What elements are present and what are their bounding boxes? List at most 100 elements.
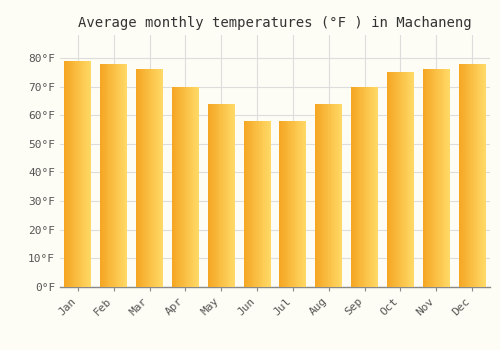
Bar xyxy=(284,121,285,287)
Bar xyxy=(424,69,426,287)
Bar xyxy=(458,64,460,287)
Bar xyxy=(136,69,137,287)
Bar xyxy=(116,64,117,287)
Bar xyxy=(326,104,327,287)
Bar xyxy=(484,64,486,287)
Bar xyxy=(377,86,378,287)
Bar xyxy=(473,64,474,287)
Bar xyxy=(258,121,259,287)
Bar xyxy=(86,61,87,287)
Bar xyxy=(70,61,71,287)
Bar xyxy=(465,64,466,287)
Bar xyxy=(87,61,88,287)
Bar xyxy=(157,69,158,287)
Bar xyxy=(174,86,176,287)
Bar xyxy=(153,69,154,287)
Bar xyxy=(158,69,160,287)
Bar xyxy=(370,86,371,287)
Bar xyxy=(216,104,217,287)
Bar xyxy=(82,61,84,287)
Bar xyxy=(121,64,122,287)
Bar xyxy=(256,121,257,287)
Bar xyxy=(302,121,303,287)
Bar xyxy=(412,72,413,287)
Bar xyxy=(72,61,74,287)
Bar xyxy=(110,64,111,287)
Bar xyxy=(481,64,482,287)
Bar xyxy=(191,86,192,287)
Bar xyxy=(252,121,254,287)
Bar xyxy=(429,69,430,287)
Bar xyxy=(361,86,362,287)
Bar xyxy=(106,64,108,287)
Bar xyxy=(371,86,372,287)
Bar xyxy=(196,86,197,287)
Bar xyxy=(442,69,444,287)
Bar xyxy=(192,86,194,287)
Bar xyxy=(446,69,447,287)
Bar xyxy=(335,104,336,287)
Bar xyxy=(178,86,179,287)
Bar xyxy=(388,72,389,287)
Bar xyxy=(482,64,483,287)
Bar xyxy=(338,104,340,287)
Bar xyxy=(387,72,388,287)
Bar xyxy=(468,64,469,287)
Bar xyxy=(293,121,294,287)
Bar xyxy=(266,121,267,287)
Bar xyxy=(250,121,251,287)
Bar xyxy=(150,69,152,287)
Bar xyxy=(189,86,190,287)
Bar xyxy=(197,86,198,287)
Bar xyxy=(182,86,184,287)
Bar xyxy=(330,104,332,287)
Bar xyxy=(320,104,322,287)
Bar xyxy=(259,121,260,287)
Bar xyxy=(480,64,481,287)
Bar xyxy=(359,86,360,287)
Bar xyxy=(84,61,85,287)
Bar xyxy=(408,72,410,287)
Bar xyxy=(404,72,405,287)
Bar xyxy=(113,64,114,287)
Bar xyxy=(267,121,268,287)
Bar xyxy=(352,86,353,287)
Bar xyxy=(376,86,377,287)
Bar xyxy=(260,121,262,287)
Bar xyxy=(79,61,80,287)
Bar xyxy=(300,121,301,287)
Bar xyxy=(172,86,173,287)
Bar xyxy=(217,104,218,287)
Bar xyxy=(432,69,434,287)
Bar xyxy=(329,104,330,287)
Bar xyxy=(372,86,374,287)
Bar xyxy=(213,104,214,287)
Bar xyxy=(181,86,182,287)
Bar xyxy=(410,72,411,287)
Bar xyxy=(438,69,439,287)
Bar xyxy=(464,64,465,287)
Bar xyxy=(444,69,445,287)
Bar xyxy=(160,69,161,287)
Bar xyxy=(299,121,300,287)
Bar xyxy=(228,104,230,287)
Bar xyxy=(405,72,406,287)
Bar xyxy=(364,86,366,287)
Bar xyxy=(75,61,76,287)
Bar xyxy=(363,86,364,287)
Bar xyxy=(294,121,296,287)
Bar xyxy=(395,72,396,287)
Bar xyxy=(188,86,189,287)
Bar xyxy=(374,86,376,287)
Bar xyxy=(296,121,298,287)
Bar xyxy=(400,72,402,287)
Bar xyxy=(466,64,468,287)
Bar xyxy=(322,104,324,287)
Bar xyxy=(71,61,72,287)
Bar xyxy=(471,64,472,287)
Bar xyxy=(218,104,220,287)
Bar xyxy=(478,64,479,287)
Bar xyxy=(173,86,174,287)
Bar xyxy=(120,64,121,287)
Bar xyxy=(475,64,476,287)
